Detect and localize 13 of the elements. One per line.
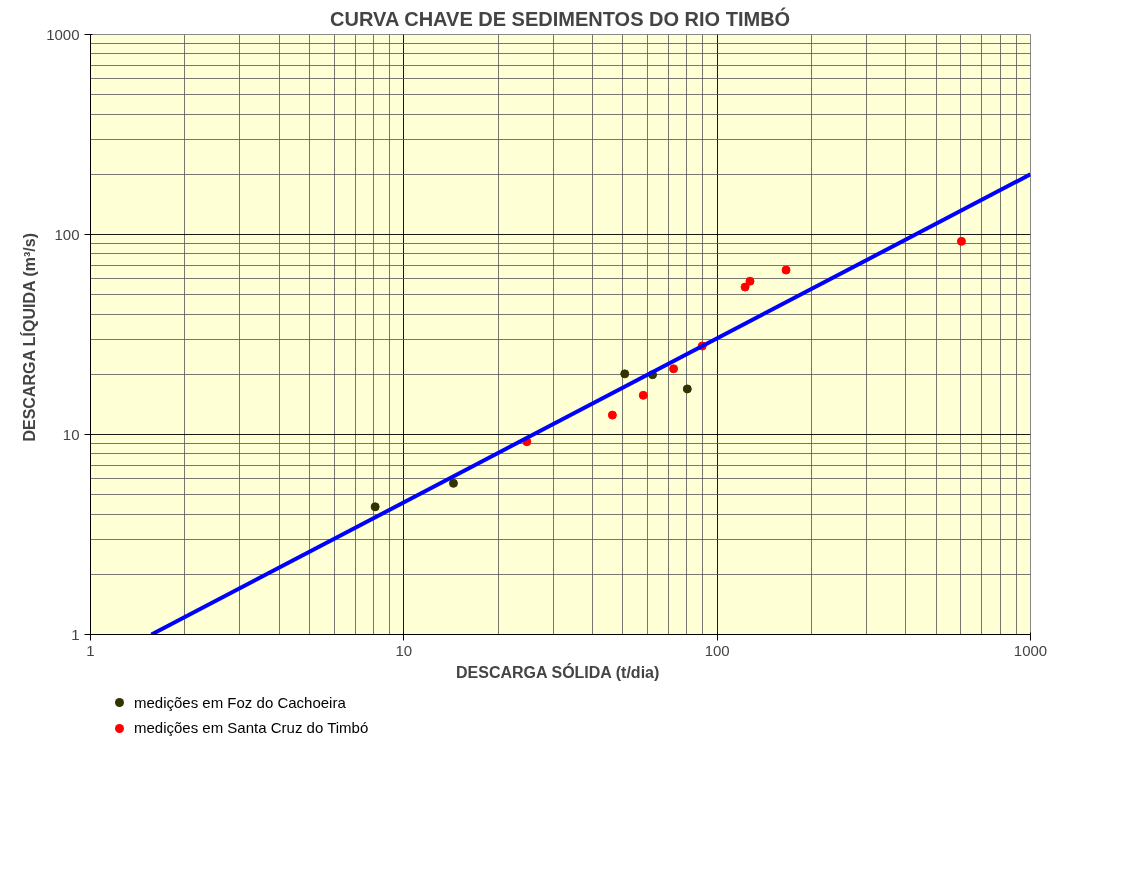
y-tick-label: 1000	[46, 25, 80, 43]
chart-title: CURVA CHAVE DE SEDIMENTOS DO RIO TIMBÓ	[330, 6, 791, 30]
y-tick-label: 10	[62, 425, 80, 443]
y-axis-title: DESCARGA LÍQUIDA (m³/s)	[20, 233, 39, 442]
x-tick-label: 100	[704, 641, 730, 659]
x-tick-label: 10	[395, 641, 413, 659]
legend-label: medições em Foz do Cachoeira	[134, 693, 346, 713]
y-tick-label: 1	[71, 625, 80, 643]
x-tick-label: 1	[86, 641, 95, 659]
legend-label: medições em Santa Cruz do Timbó	[134, 718, 369, 739]
x-tick-label: 1000	[1013, 641, 1048, 659]
y-tick-label: 100	[54, 225, 80, 243]
x-axis-title: DESCARGA SÓLIDA (t/dia)	[456, 662, 660, 681]
